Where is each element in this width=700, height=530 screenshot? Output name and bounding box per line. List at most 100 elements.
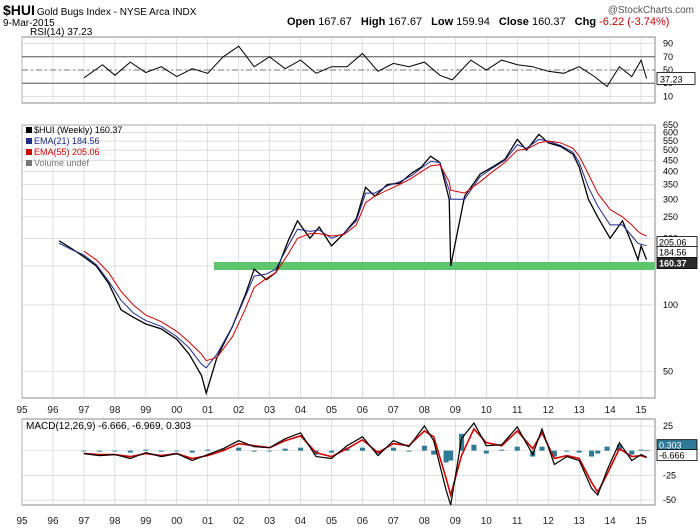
x-tick-label: 12 xyxy=(543,405,555,416)
macd-tick-label: 25 xyxy=(663,421,673,431)
x-tick-label-bottom: 08 xyxy=(419,516,431,527)
macd-histogram-bar xyxy=(629,450,635,455)
x-tick-label: 15 xyxy=(636,405,648,416)
macd-histogram-bar xyxy=(96,450,102,452)
macd-histogram-bar xyxy=(483,450,489,454)
macd-histogram-bar xyxy=(443,450,449,463)
macd-title: MACD(12,26,9) -6.666, -6.969, 0.303 xyxy=(26,421,192,432)
rsi-last-value: 37.23 xyxy=(660,74,683,84)
macd-histogram-bar xyxy=(514,446,520,451)
macd-last-label: -6.666 xyxy=(659,451,685,461)
macd-tick-label: -50 xyxy=(663,495,676,505)
macd-histogram-bar xyxy=(564,450,570,452)
x-tick-label-bottom: 07 xyxy=(388,516,400,527)
x-tick-label: 95 xyxy=(16,405,28,416)
price-frame xyxy=(21,124,656,399)
macd-histogram-bar xyxy=(189,450,195,453)
price-tick-label: 400 xyxy=(663,167,678,177)
legend-swatch xyxy=(26,138,32,144)
rsi-line xyxy=(83,45,648,88)
legend-swatch xyxy=(26,149,32,155)
macd-line xyxy=(83,421,647,506)
x-tick-label-bottom: 13 xyxy=(574,516,586,527)
macd-histogram-bar xyxy=(127,450,133,453)
x-tick-label: 14 xyxy=(605,405,617,416)
x-tick-label-bottom: 98 xyxy=(109,516,121,527)
rsi-tick-label: 90 xyxy=(663,39,673,49)
x-tick-label: 06 xyxy=(357,405,369,416)
price-series-ema55 xyxy=(83,140,647,362)
x-tick-label: 96 xyxy=(47,405,59,416)
macd-histogram-bar xyxy=(329,450,335,453)
close-label: Close xyxy=(498,16,529,28)
close-value: 160.37 xyxy=(531,16,566,28)
x-tick-label-bottom: 05 xyxy=(326,516,338,527)
macd-histogram-bar xyxy=(576,450,582,453)
macd-histogram-bar xyxy=(112,450,118,452)
x-tick-label-bottom: 96 xyxy=(47,516,59,527)
macd-histogram-bar xyxy=(589,450,595,457)
x-tick-label: 97 xyxy=(78,405,90,416)
price-panel: 65060055050045040035030025020015010050$H… xyxy=(26,120,698,396)
macd-histogram-bar xyxy=(471,444,477,451)
symbol-title: $HUI Gold Bugs Index - NYSE Arca INDX xyxy=(3,2,196,18)
x-tick-label-bottom: 01 xyxy=(202,516,214,527)
macd-histogram-bar xyxy=(406,450,412,452)
x-tick-label-bottom: 14 xyxy=(605,516,617,527)
high-value: 167.67 xyxy=(388,16,423,28)
x-tick-label: 00 xyxy=(171,405,183,416)
x-tick-label-bottom: 03 xyxy=(264,516,276,527)
price-tick-label: 650 xyxy=(663,120,678,130)
x-tick-label: 10 xyxy=(481,405,493,416)
panel-frames xyxy=(21,36,656,506)
x-tick-label: 02 xyxy=(233,405,245,416)
macd-histogram-bar xyxy=(81,450,87,452)
low-label: Low xyxy=(431,16,454,28)
x-axis: 95 95 96 96 97 97 98 98 99 99 00 00 01 01 02 02 03 03 04 04… xyxy=(16,405,647,527)
chart-date: 9-Mar-2015 xyxy=(3,18,55,29)
price-series-ema21 xyxy=(58,138,647,369)
legend-swatch xyxy=(26,160,32,166)
x-tick-label: 07 xyxy=(388,405,400,416)
open-value: 167.67 xyxy=(318,16,352,28)
macd-histogram-bar xyxy=(174,450,180,452)
x-tick-label-bottom: 15 xyxy=(636,516,648,527)
x-tick-label: 13 xyxy=(574,405,586,416)
macd-tick-label: -25 xyxy=(663,470,676,480)
macd-histogram-bar xyxy=(604,446,610,451)
price-tick-label: 450 xyxy=(663,155,678,165)
x-tick-label-bottom: 10 xyxy=(481,516,493,527)
macd-histogram-bar xyxy=(539,446,545,451)
legend-entry: Volume undef xyxy=(34,158,90,168)
price-last-label-box xyxy=(656,257,698,269)
legend-entry: $HUI (Weekly) 160.37 xyxy=(34,125,122,135)
x-tick-label-bottom: 02 xyxy=(233,516,245,527)
macd-last-label: 0.303 xyxy=(659,441,682,451)
macd-histogram-bar xyxy=(251,450,257,452)
macd-histogram-bar xyxy=(551,450,557,457)
macd-histogram-bar xyxy=(205,449,211,451)
price-tick-label: 50 xyxy=(663,367,673,377)
price-last-label: 184.56 xyxy=(659,248,687,258)
legend-entry: EMA(21) 184.56 xyxy=(34,136,100,146)
high-label: High xyxy=(360,16,386,28)
macd-histogram-bar xyxy=(220,448,226,451)
price-tick-label: 350 xyxy=(663,180,678,190)
macd-histogram-bar xyxy=(236,447,242,451)
macd-signal-line xyxy=(83,427,647,499)
x-tick-label-bottom: 06 xyxy=(357,516,369,527)
x-tick-label-bottom: 09 xyxy=(450,516,462,527)
macd-histogram-bar xyxy=(431,450,437,455)
price-last-label: 160.37 xyxy=(659,259,687,269)
gridlines xyxy=(21,37,655,505)
brand-watermark: @StockCharts.com xyxy=(607,5,694,16)
price-tick-label: 100 xyxy=(663,300,678,310)
x-tick-label-bottom: 11 xyxy=(512,516,523,527)
x-tick-label: 01 xyxy=(202,405,214,416)
macd-histogram-bar xyxy=(158,450,164,452)
x-tick-label-bottom: 04 xyxy=(295,516,307,527)
macd-histogram-bar xyxy=(644,450,650,452)
